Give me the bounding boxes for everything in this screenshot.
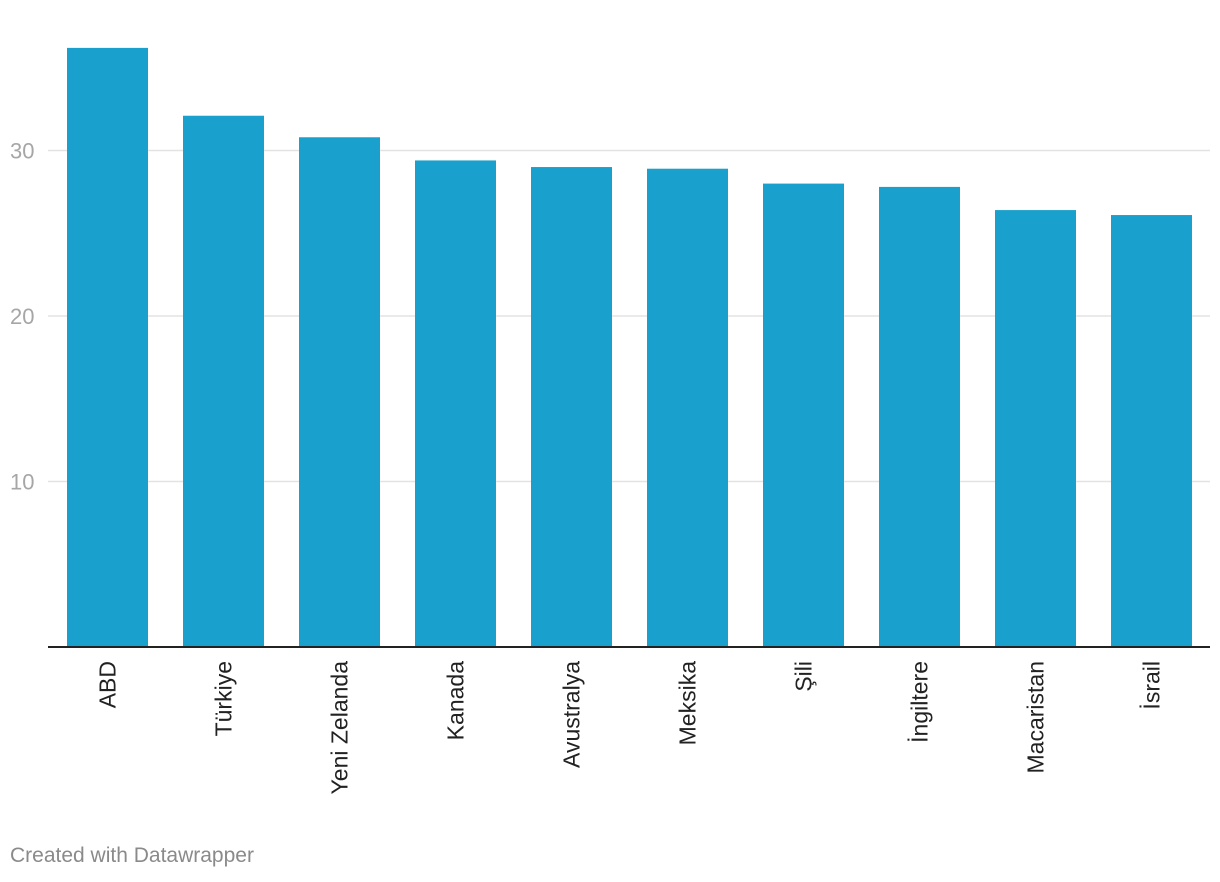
credit-text: Created with Datawrapper	[10, 844, 254, 867]
x-category-labels: ABD Türkiye Yeni Zelanda Kanada Avustralya Me…	[95, 661, 1165, 795]
bar	[415, 160, 496, 647]
x-category-label: İsrail	[1139, 661, 1165, 710]
bar	[67, 47, 148, 647]
bar	[299, 137, 380, 647]
x-category-label: İngiltere	[907, 661, 933, 743]
x-category-label: Macaristan	[1023, 661, 1049, 773]
bars	[67, 47, 1192, 648]
x-category-label: Kanada	[443, 661, 469, 741]
bar	[995, 210, 1076, 647]
bar	[763, 183, 844, 647]
y-tick-label: 20	[10, 304, 34, 329]
x-category-label: Yeni Zelanda	[327, 661, 353, 795]
x-category-label: Şili	[791, 661, 817, 692]
y-tick-label: 10	[10, 470, 34, 495]
bar	[647, 168, 728, 647]
y-tick-label: 30	[10, 139, 34, 164]
x-category-label: Meksika	[675, 661, 701, 746]
bar	[879, 186, 960, 647]
x-category-label: ABD	[95, 661, 121, 708]
y-tick-labels: 10 20 30	[10, 139, 34, 495]
bar	[1111, 215, 1192, 648]
x-category-label: Türkiye	[211, 661, 237, 736]
x-category-label: Avustralya	[559, 661, 585, 768]
bar	[183, 115, 264, 648]
bar	[531, 167, 612, 648]
